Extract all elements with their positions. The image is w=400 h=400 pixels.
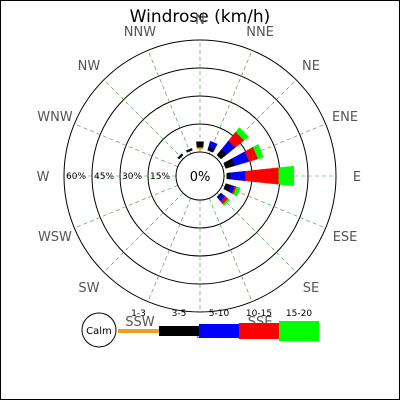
direction-label-e: E [353,170,361,185]
legend-label-5-10: 5-10 [209,309,230,319]
bar-ne-15-20 [235,127,249,141]
bar-nnw-3-5 [185,147,193,153]
legend-label-10-15: 10-15 [246,309,272,319]
legend-swatch-5-10 [199,324,239,338]
bar-e-15-20 [278,165,294,187]
calm-percent-label: 0% [190,170,211,185]
bar-e-10-15 [245,167,280,185]
legend-label-1-3: 1-3 [131,309,146,319]
grid-spoke [216,79,297,160]
ring-label: 45% [94,172,114,182]
grid-spoke [147,50,192,154]
grid-ring-4 [63,39,337,313]
grid-spoke [208,198,253,302]
direction-label-n: N [195,13,205,28]
legend-swatch-1-3 [118,329,159,333]
grid-spoke [222,123,326,168]
legend: Calm 1-3 3-5 5-10 10-15 15-20 [81,309,319,348]
direction-label-w: W [37,170,50,185]
legend-calm-label: Calm [86,326,112,337]
direction-label-nne: NNE [246,25,274,40]
direction-label-nnw: NNW [124,25,156,40]
bar-group [177,127,294,207]
grid-spoke [74,123,178,168]
direction-label-se: SE [303,281,319,296]
bar-ese-15-20 [233,186,241,197]
chart-title: Windrose (km/h) [130,7,271,27]
bar-n-1-3 [196,147,204,150]
bar-nw-3-5 [177,153,184,160]
grid-spoke [103,79,184,160]
bar-n-3-5 [196,141,204,148]
legend-label-15-20: 15-20 [286,309,312,319]
bar-e-5-10 [230,170,246,182]
legend-label-3-5: 3-5 [172,309,187,319]
direction-label-ne: NE [302,59,320,74]
legend-swatch-15-20 [279,321,319,341]
legend-swatch-3-5 [159,326,199,336]
grid-spoke [74,184,178,229]
legend-swatch-10-15 [239,323,279,339]
bar-ene-15-20 [252,144,264,160]
bar-nne-5-10 [208,140,218,150]
direction-label-ssw: SSW [125,315,155,330]
grid-spoke [208,50,253,154]
calm-circle [175,151,225,201]
bar-e-3-5 [226,172,231,180]
direction-label-sw: SW [78,281,99,296]
bar-se-15-20 [222,198,231,207]
direction-label-wnw: WNW [37,110,73,125]
grid-spoke [216,192,297,273]
ring-label: 60% [66,172,86,182]
legend-calm-circle [81,312,117,348]
direction-label-nw: NW [78,59,101,74]
grid-spoke [103,192,184,273]
direction-label-ese: ESE [333,230,358,245]
grid-spoke [147,198,192,302]
ring-label: 15% [150,172,170,182]
grid-spoke [222,184,326,229]
polar-grid [63,39,337,313]
direction-label-ene: ENE [332,110,358,125]
direction-labels: 15%30%45%60%NNNENEENEEESESESSESSSWSWWSWW… [37,13,362,342]
direction-label-wsw: WSW [38,230,72,245]
ring-label: 30% [122,172,142,182]
